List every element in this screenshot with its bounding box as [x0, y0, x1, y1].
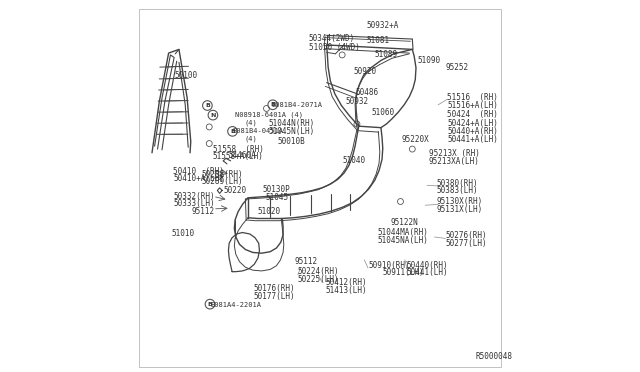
- Text: 50220: 50220: [223, 186, 246, 195]
- Text: 50010B: 50010B: [278, 137, 305, 146]
- Text: 50177(LH): 50177(LH): [253, 292, 295, 301]
- Text: 95220X: 95220X: [401, 135, 429, 144]
- Text: N: N: [210, 113, 216, 118]
- Text: 95112: 95112: [294, 257, 317, 266]
- Text: 50911(LH): 50911(LH): [382, 268, 424, 277]
- Text: 51558  (RH): 51558 (RH): [213, 145, 264, 154]
- Text: 50344(2WD): 50344(2WD): [309, 34, 355, 43]
- Text: 95122N: 95122N: [390, 218, 418, 227]
- Text: 50288(RH): 50288(RH): [201, 170, 243, 179]
- Text: 51090: 51090: [418, 56, 441, 65]
- Text: 51060: 51060: [372, 108, 395, 117]
- Text: 50440(RH): 50440(RH): [407, 261, 449, 270]
- Text: B: B: [270, 102, 275, 107]
- Text: 54460A: 54460A: [228, 151, 256, 160]
- Text: 50412(RH): 50412(RH): [326, 278, 367, 287]
- Text: 50276(RH): 50276(RH): [445, 231, 487, 240]
- Text: 50176(RH): 50176(RH): [253, 284, 295, 293]
- Text: 50130P: 50130P: [263, 185, 291, 194]
- Text: 50410  (RH): 50410 (RH): [173, 167, 224, 176]
- Text: B: B: [205, 103, 210, 108]
- Text: 50440+A(RH): 50440+A(RH): [447, 127, 499, 136]
- Text: 50289(LH): 50289(LH): [201, 177, 243, 186]
- Text: 50333(LH): 50333(LH): [173, 199, 214, 208]
- Text: 50441+A(LH): 50441+A(LH): [447, 135, 499, 144]
- Text: 50410+A(LH): 50410+A(LH): [173, 174, 224, 183]
- Text: 95131X(LH): 95131X(LH): [436, 205, 483, 214]
- Text: 50932+A: 50932+A: [366, 21, 399, 30]
- Text: 51045NA(LH): 51045NA(LH): [377, 236, 428, 245]
- Text: 95213X (RH): 95213X (RH): [429, 149, 480, 158]
- Text: 50932: 50932: [346, 97, 369, 106]
- Text: 50424  (RH): 50424 (RH): [447, 110, 499, 119]
- Text: 50332(RH): 50332(RH): [173, 192, 214, 201]
- Text: 95130X(RH): 95130X(RH): [436, 198, 483, 206]
- Text: 51044MA(RH): 51044MA(RH): [377, 228, 428, 237]
- Text: R5000048: R5000048: [475, 352, 512, 361]
- Text: (4): (4): [244, 120, 257, 126]
- Text: 50910(RH): 50910(RH): [368, 261, 410, 270]
- Text: 50383(LH): 50383(LH): [436, 186, 478, 195]
- Text: 50100: 50100: [174, 71, 197, 80]
- Text: N08918-6401A (4): N08918-6401A (4): [235, 112, 303, 118]
- Text: 51558+A(LH): 51558+A(LH): [213, 152, 264, 161]
- Text: 51045: 51045: [266, 193, 289, 202]
- Text: 50380(RH): 50380(RH): [436, 179, 478, 187]
- Text: B: B: [207, 302, 212, 307]
- Text: 50277(LH): 50277(LH): [445, 239, 487, 248]
- Text: 50920: 50920: [353, 67, 376, 76]
- Text: 51040: 51040: [342, 156, 365, 166]
- Text: 50424+A(LH): 50424+A(LH): [447, 119, 499, 128]
- Text: 95112: 95112: [191, 207, 214, 217]
- Text: 51516  (RH): 51516 (RH): [447, 93, 499, 102]
- Text: 51081: 51081: [366, 36, 389, 45]
- Text: B081A4-2201A: B081A4-2201A: [210, 302, 261, 308]
- Text: 50225(LH): 50225(LH): [298, 275, 339, 283]
- Text: 50224(RH): 50224(RH): [298, 267, 339, 276]
- Text: 95213XA(LH): 95213XA(LH): [429, 157, 480, 166]
- Text: 50441(LH): 50441(LH): [407, 268, 449, 277]
- Text: 51010: 51010: [172, 230, 195, 238]
- Text: B: B: [230, 129, 235, 134]
- Text: 51413(LH): 51413(LH): [326, 286, 367, 295]
- Text: 51089: 51089: [374, 50, 398, 59]
- Text: 51516+A(LH): 51516+A(LH): [447, 101, 499, 110]
- Text: B081B4-0451A: B081B4-0451A: [232, 128, 283, 134]
- Text: 51045N(LH): 51045N(LH): [268, 127, 314, 136]
- Text: B081B4-2071A: B081B4-2071A: [271, 102, 323, 108]
- Text: 51044N(RH): 51044N(RH): [268, 119, 314, 128]
- Text: (4): (4): [244, 135, 257, 142]
- Text: 50486: 50486: [355, 88, 379, 97]
- Text: 51050 (4WD): 51050 (4WD): [309, 43, 360, 52]
- Text: 95252: 95252: [445, 63, 468, 72]
- Text: 51020: 51020: [258, 206, 281, 216]
